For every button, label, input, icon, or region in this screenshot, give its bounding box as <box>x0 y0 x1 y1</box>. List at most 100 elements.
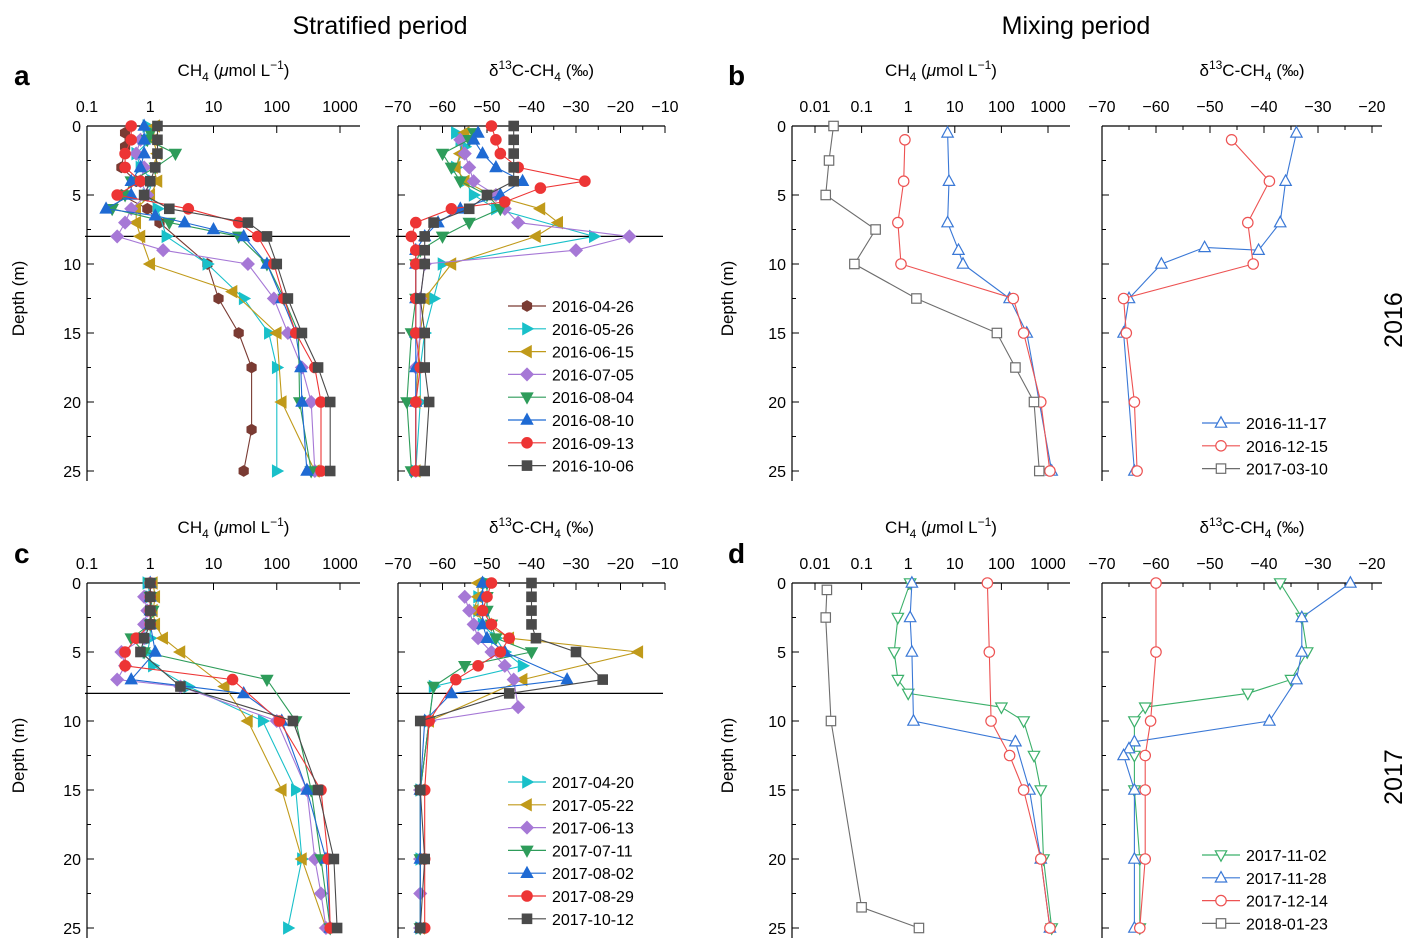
ch4-point <box>983 646 996 658</box>
ch4-series-line <box>893 582 1053 929</box>
d13c-point <box>428 217 439 228</box>
d13c-point <box>435 148 450 162</box>
ch4-point <box>240 714 253 728</box>
ch4-point <box>135 646 146 658</box>
legend-item: 2016-04-26 <box>508 299 634 316</box>
ch4-point <box>328 853 340 865</box>
ch4-point <box>825 715 837 727</box>
ch4-point <box>156 243 171 258</box>
series-2016-10-06 <box>138 120 519 477</box>
legend-marker <box>521 890 533 902</box>
series-2018-01-23 <box>820 584 925 934</box>
legend-label: 2017-03-10 <box>1246 462 1328 479</box>
ch4-point <box>1033 465 1045 477</box>
series-2017-11-28 <box>903 575 1358 933</box>
ch4-point <box>324 396 336 408</box>
depth-tick-label: 15 <box>63 783 81 800</box>
d13c-point <box>1144 715 1157 727</box>
ch4-series-line <box>825 589 920 929</box>
d13c-point <box>485 577 498 589</box>
legend-label: 2018-01-23 <box>1246 916 1328 933</box>
d13c-point <box>400 397 414 410</box>
depth-tick-label: 5 <box>72 645 81 662</box>
depth-tick-label: 25 <box>768 464 786 481</box>
depth-axis-label: Depth (m) <box>9 261 28 337</box>
ch4-point <box>124 187 138 200</box>
ch4-point <box>142 257 156 271</box>
d13c-point <box>419 231 430 242</box>
d13c-point <box>462 217 476 231</box>
ch4-point <box>148 208 162 221</box>
ch4-point <box>821 584 833 596</box>
depth-tick-label: 20 <box>768 852 786 869</box>
ch4-point <box>951 242 966 255</box>
ch4-point <box>856 901 867 913</box>
legend-item: 2016-09-13 <box>508 436 634 453</box>
ch4-point <box>242 217 254 228</box>
legend-marker <box>1214 870 1228 883</box>
depth-tick-label: 5 <box>777 645 786 662</box>
d13c-point <box>1273 578 1287 591</box>
ch4-axis-label: CH4 (μmol L−1) <box>885 58 997 84</box>
iso-tick-label: −50 <box>473 99 500 116</box>
ch4-series-line <box>146 582 303 929</box>
legend-marker <box>1214 850 1228 863</box>
ch4-point <box>118 215 133 230</box>
d13c-series-line <box>419 126 515 472</box>
depth-tick-label: 25 <box>768 921 786 938</box>
ch4-point <box>152 120 163 132</box>
legend-label: 2017-07-11 <box>552 843 633 860</box>
ch4-point <box>119 646 131 658</box>
d13c-point <box>419 465 430 477</box>
panel-letter-a: a <box>14 60 30 91</box>
iso-tick-label: −40 <box>518 556 545 573</box>
ch4-point <box>294 852 307 866</box>
legend-label: 2016-08-04 <box>552 390 634 407</box>
legend-item: 2016-08-10 <box>508 412 634 430</box>
ch4-point <box>906 713 921 726</box>
depth-tick-label: 5 <box>72 188 81 205</box>
ch4-point <box>283 921 296 935</box>
d13c-point <box>508 162 519 173</box>
depth-tick-label: 0 <box>72 576 81 593</box>
d13c-point <box>1273 215 1287 228</box>
ch4-point <box>331 922 343 934</box>
ch4-point <box>168 148 183 162</box>
d13c-point <box>1128 396 1141 408</box>
ch4-series-line <box>947 132 1053 472</box>
heading-stratified: Stratified period <box>292 12 467 40</box>
d13c-point <box>526 619 537 630</box>
d13c-point <box>409 396 422 408</box>
legend-label: 2016-11-17 <box>1246 416 1327 433</box>
ch4-point <box>1007 292 1020 305</box>
ch4-point <box>110 672 125 687</box>
ch4-point <box>300 463 314 476</box>
panel-letter-d: d <box>728 538 745 569</box>
iso-tick-label: −60 <box>429 99 456 116</box>
d13c-point <box>630 645 644 659</box>
ch4-point <box>137 118 151 131</box>
ch4-point <box>891 674 905 688</box>
ch4-axis-label: CH4 (μmol L−1) <box>178 515 290 541</box>
legend-item: 2016-12-15 <box>1202 439 1328 456</box>
d13c-point <box>1247 258 1259 270</box>
iso-tick-label: −20 <box>607 556 634 573</box>
depth-tick-label: 20 <box>63 852 81 869</box>
series-2017-08-02 <box>124 575 574 933</box>
ch4-point <box>246 423 257 436</box>
ch4-point <box>246 361 257 374</box>
legend-marker <box>1214 415 1228 428</box>
legend-item: 2016-11-17 <box>1202 415 1327 433</box>
legend-marker <box>519 367 535 382</box>
d13c-point <box>475 146 490 159</box>
d13c-point <box>568 243 584 258</box>
ch4-point <box>300 782 314 795</box>
ch4-point <box>161 229 174 244</box>
depth-tick-label: 0 <box>72 119 81 136</box>
ch4-point <box>312 784 324 796</box>
depth-tick-label: 0 <box>777 576 786 593</box>
ch4-point <box>138 189 150 201</box>
ch4-point <box>144 619 156 630</box>
d13c-point <box>423 396 435 408</box>
